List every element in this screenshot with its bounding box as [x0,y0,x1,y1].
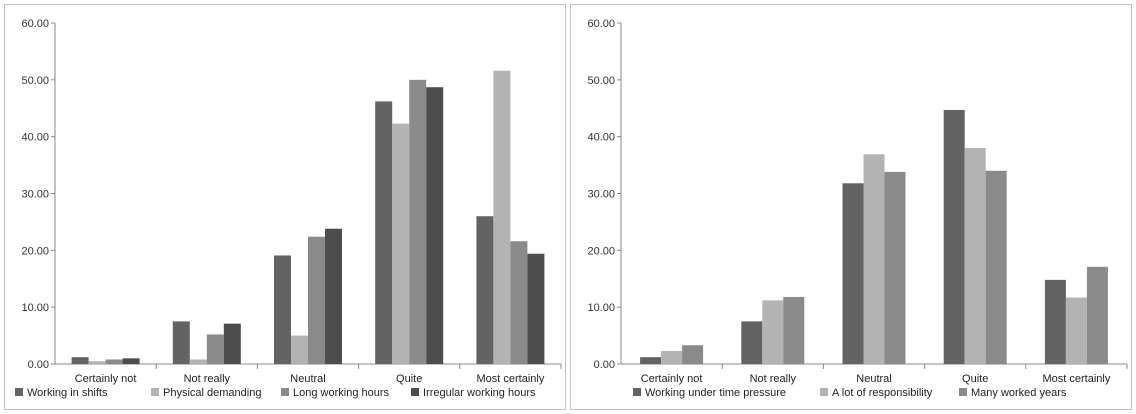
right-legend-label: Many worked years [971,387,1067,399]
left-bar [223,323,241,364]
left-bar [493,70,511,365]
right-x-tick-label: Certainly not [641,373,703,385]
right-bar [741,321,763,364]
left-y-tick-label: 10.00 [21,302,49,314]
right-y-tick-label: 20.00 [587,245,615,257]
left-legend-label: Irregular working hours [423,387,536,399]
right-y-tick-label: 60.00 [587,18,615,30]
left-bar [325,228,342,364]
left-bar [527,253,545,364]
right-bar [640,357,662,364]
right-legend-label: Working under time pressure [645,387,786,399]
left-y-tick-label: 40.00 [21,132,49,144]
left-bar [375,101,393,365]
right-bar [863,154,885,364]
right-bar [842,183,864,364]
right-bar [964,148,986,364]
chart-right-svg: 0.00 10.00 20.00 30.00 40.00 50.00 60.00 Certai… [587,18,1128,399]
left-bar [105,359,123,364]
left-bar [308,236,325,364]
left-bar [274,255,291,364]
right-y-tick-label: 40.00 [587,132,615,144]
right-bar [985,170,1007,364]
left-bar [476,216,494,364]
right-legend-label: A lot of responsibility [832,387,933,399]
left-bar [122,358,140,364]
left-x-tick-label: Not really [184,373,231,385]
left-legend-swatch [151,388,159,396]
right-y-tick-label: 10.00 [587,302,615,314]
chart-right: 0.00 10.00 20.00 30.00 40.00 50.00 60.00 Certai… [570,4,1132,410]
right-y-tick-label: 30.00 [587,189,615,201]
left-y-tick-label: 30.00 [21,189,49,201]
right-y-tick-label: 0.00 [594,359,615,371]
right-bar [1086,266,1108,364]
left-bar [71,357,89,364]
right-x-tick-label: Quite [962,373,988,385]
right-legend-swatch [959,388,967,396]
left-bar [409,79,427,364]
right-bar [1065,297,1087,364]
right-legend-swatch [820,388,828,396]
right-bar [682,345,704,364]
right-x-tick-label: Not really [750,373,797,385]
left-legend-swatch [281,388,289,396]
left-bar [206,334,224,364]
right-bar [1044,279,1066,364]
left-x-tick-label: Quite [396,373,422,385]
left-bar [172,321,190,364]
right-x-tick-label: Neutral [856,373,891,385]
right-legend-swatch [633,388,641,396]
left-bar [426,87,444,364]
left-y-tick-label: 0.00 [28,359,49,371]
chart-left: 0.00 10.00 20.00 30.00 40.00 50.00 60.00 Certai… [4,4,566,410]
left-legend-swatch [411,388,419,396]
right-bar [943,109,965,364]
left-bar [392,123,410,364]
right-bar [783,296,805,364]
left-bar [291,335,308,364]
left-y-tick-label: 50.00 [21,75,49,87]
left-bar [88,361,106,364]
left-bar [189,359,207,364]
left-x-tick-label: Neutral [290,373,325,385]
left-legend-swatch [15,388,23,396]
left-bar [510,241,528,364]
right-bar [884,171,906,364]
right-x-tick-label: Most certainly [1042,373,1110,385]
left-x-tick-label: Most certainly [476,373,544,385]
left-y-tick-label: 60.00 [21,18,49,30]
right-bar [661,350,683,364]
right-y-tick-label: 50.00 [587,75,615,87]
left-legend-label: Physical demanding [163,387,261,399]
left-y-tick-label: 20.00 [21,245,49,257]
chart-left-svg: 0.00 10.00 20.00 30.00 40.00 50.00 60.00 Certai… [15,18,562,399]
left-legend-label: Long working hours [293,387,390,399]
left-legend-label: Working in shifts [27,387,108,399]
right-bar [762,300,784,364]
left-x-tick-label: Certainly not [75,373,137,385]
